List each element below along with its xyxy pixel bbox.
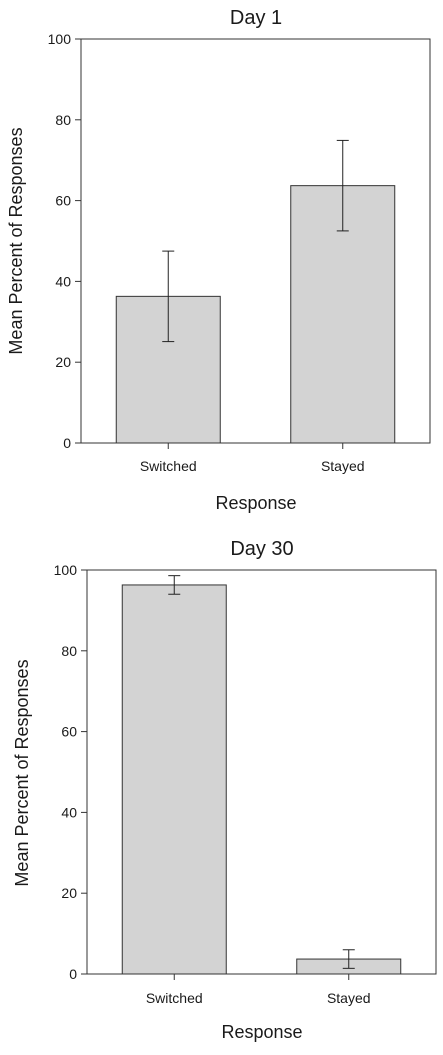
x-tick-label: Stayed [321,458,365,474]
y-axis-ticks: 0 20 40 60 80 100 [54,562,87,982]
y-tick-label: 0 [63,435,71,451]
chart-day-30: Day 30 Mean Percent of Responses Respons… [12,538,437,1042]
bars [121,584,402,975]
y-tick-label: 40 [61,804,77,820]
x-tick-label: Switched [140,458,197,474]
y-tick-label: 60 [61,724,77,740]
y-tick-label: 20 [61,885,77,901]
y-tick-label: 0 [69,966,77,982]
error-bars [168,575,355,969]
y-tick-label: 80 [55,112,71,128]
x-axis-label: Response [215,493,296,513]
x-axis-label: Response [221,1022,302,1042]
y-axis-ticks: 0 20 40 60 80 100 [48,31,81,451]
y-tick-label: 60 [55,193,71,209]
y-axis-label: Mean Percent of Responses [6,127,26,354]
x-tick-label: Stayed [327,990,371,1006]
plot-frame [86,569,437,975]
y-tick-label: 100 [48,31,72,47]
bars [115,185,396,444]
y-tick-label: 40 [55,273,71,289]
y-tick-label: 100 [54,562,78,578]
chart-title: Day 30 [230,538,293,560]
plot-frame [80,38,431,444]
y-tick-label: 20 [55,354,71,370]
error-bars [162,139,349,343]
x-tick-label: Switched [146,990,203,1006]
chart-day-1: Day 1 Mean Percent of Responses Response… [6,7,431,513]
y-axis-label: Mean Percent of Responses [12,659,32,886]
y-tick-label: 80 [61,643,77,659]
category-labels: Switched Stayed [140,443,365,474]
bar-switched [121,584,227,975]
category-labels: Switched Stayed [146,974,371,1006]
chart-title: Day 1 [230,7,282,29]
